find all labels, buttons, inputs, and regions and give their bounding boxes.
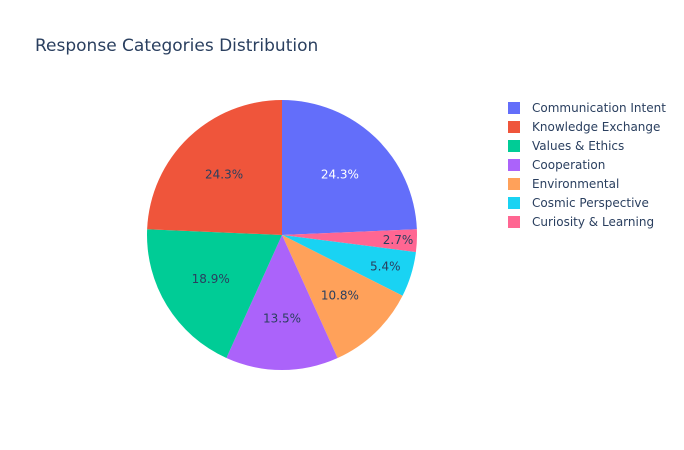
legend-swatch: [508, 121, 520, 133]
slice-label-communication-intent: 24.3%: [321, 168, 359, 182]
legend-swatch: [508, 216, 520, 228]
pie-slice-environmental[interactable]: [282, 235, 403, 359]
slice-label-cooperation: 13.5%: [263, 312, 301, 326]
slice-label-curiosity-and-learning: 2.7%: [383, 233, 414, 247]
legend-swatch: [508, 178, 520, 190]
legend-swatch: [508, 140, 520, 152]
legend-label: Values & Ethics: [532, 139, 624, 153]
legend-item-values-and-ethics[interactable]: Values & Ethics: [508, 139, 624, 153]
slice-label-environmental: 10.8%: [321, 288, 359, 302]
pie-slice-labels: 24.3% 2.7% 5.4% 10.8% 13.5% 18.9% 24.3%: [192, 168, 414, 326]
pie-slices: [146, 100, 418, 371]
legend-item-cooperation[interactable]: Cooperation: [508, 158, 605, 172]
slice-label-values-and-ethics: 18.9%: [192, 272, 230, 286]
slice-label-cosmic-perspective: 5.4%: [370, 260, 401, 274]
legend-label: Knowledge Exchange: [532, 120, 660, 134]
legend-item-cosmic-perspective[interactable]: Cosmic Perspective: [508, 196, 649, 210]
pie-slice-cosmic-perspective[interactable]: [282, 235, 416, 296]
pie-slice-cooperation[interactable]: [226, 235, 338, 371]
slice-label-knowledge-exchange: 24.3%: [205, 168, 243, 182]
legend-label: Environmental: [532, 177, 619, 191]
legend-label: Cooperation: [532, 158, 605, 172]
legend-label: Cosmic Perspective: [532, 196, 649, 210]
legend: Communication Intent Knowledge Exchange Va…: [508, 101, 666, 229]
pie-slice-communication-intent[interactable]: [282, 100, 417, 235]
pie-slice-knowledge-exchange[interactable]: [147, 100, 282, 235]
legend-label: Communication Intent: [532, 101, 666, 115]
chart-title: Response Categories Distribution: [35, 36, 318, 56]
legend-item-curiosity-and-learning[interactable]: Curiosity & Learning: [508, 215, 654, 229]
pie-slice-values-and-ethics[interactable]: [146, 229, 282, 359]
legend-swatch: [508, 159, 520, 171]
legend-item-communication-intent[interactable]: Communication Intent: [508, 101, 666, 115]
legend-swatch: [508, 197, 520, 209]
legend-item-knowledge-exchange[interactable]: Knowledge Exchange: [508, 120, 660, 134]
legend-label: Curiosity & Learning: [532, 215, 654, 229]
legend-swatch: [508, 102, 520, 114]
pie-slice-curiosity-and-learning[interactable]: [282, 229, 418, 253]
legend-item-environmental[interactable]: Environmental: [508, 177, 619, 191]
